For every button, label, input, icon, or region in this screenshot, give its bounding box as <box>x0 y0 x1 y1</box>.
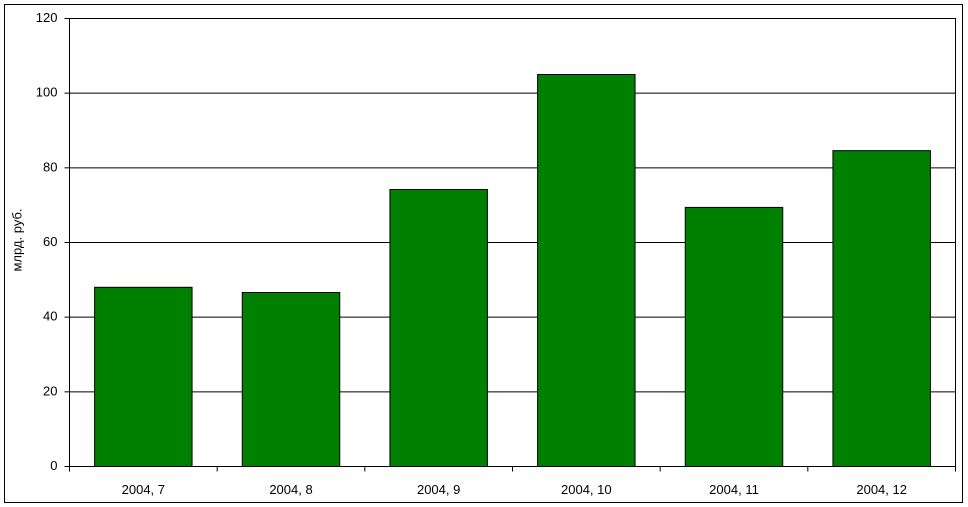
x-tick-label: 2004, 10 <box>561 482 612 497</box>
y-tick-label: 0 <box>50 458 57 473</box>
x-tick-label: 2004, 9 <box>417 482 460 497</box>
bar <box>537 74 636 467</box>
x-tick-label: 2004, 11 <box>709 482 759 497</box>
bar <box>94 286 193 467</box>
y-tick-label: 60 <box>43 234 57 249</box>
x-tick-label: 2004, 8 <box>269 482 312 497</box>
y-axis-label: млрд. руб. <box>9 208 24 271</box>
bar <box>241 292 341 467</box>
bar <box>684 206 784 467</box>
bar <box>832 150 931 467</box>
x-tick-label: 2004, 7 <box>122 482 165 497</box>
y-tick-label: 40 <box>43 309 57 324</box>
x-tick-label: 2004, 12 <box>856 482 907 497</box>
y-tick-label: 120 <box>36 10 58 25</box>
y-tick-label: 20 <box>43 383 57 398</box>
y-tick-label: 100 <box>36 85 58 100</box>
bar <box>389 188 488 467</box>
y-tick-label: 80 <box>43 159 57 174</box>
